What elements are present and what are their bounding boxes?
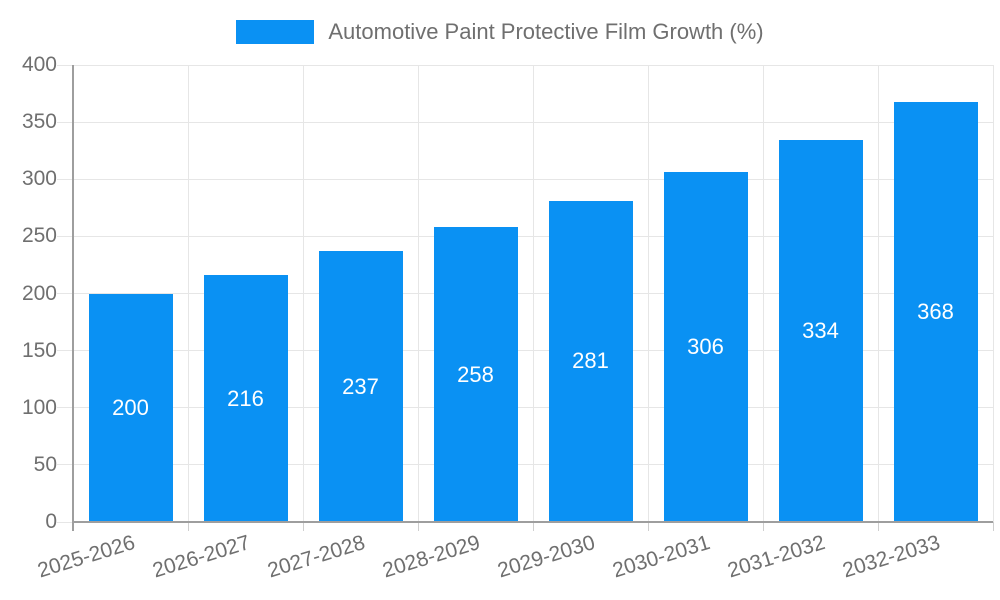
y-tick-label: 50	[33, 452, 57, 476]
bar-value-label: 334	[802, 318, 839, 344]
gridline-vertical	[532, 65, 534, 522]
x-axis-tick	[647, 522, 649, 531]
bar: 258	[433, 227, 518, 522]
bar: 200	[88, 293, 173, 522]
gridline-vertical	[417, 65, 419, 522]
x-axis-tick	[532, 522, 534, 531]
y-tick-label: 200	[21, 281, 57, 305]
bar: 368	[893, 101, 978, 522]
gridline-vertical	[877, 65, 879, 522]
y-axis-tick	[57, 121, 73, 123]
bar: 237	[318, 251, 403, 522]
y-axis-tick	[57, 235, 73, 237]
x-axis-tick	[187, 522, 189, 531]
y-tick-label: 350	[21, 110, 57, 134]
y-axis-tick	[57, 178, 73, 180]
y-axis-line	[72, 65, 74, 531]
y-axis-tick	[57, 521, 73, 523]
y-tick-label: 150	[21, 338, 57, 362]
bar: 281	[548, 200, 633, 522]
y-tick-label: 100	[21, 395, 57, 419]
y-axis-tick	[57, 464, 73, 466]
gridline-vertical	[302, 65, 304, 522]
x-axis-tick	[302, 522, 304, 531]
y-axis-tick	[57, 64, 73, 66]
legend-label: Automotive Paint Protective Film Growth …	[328, 19, 764, 44]
bar-value-label: 237	[342, 373, 379, 399]
gridline-vertical	[762, 65, 764, 522]
x-axis-tick	[417, 522, 419, 531]
bar-value-label: 368	[917, 298, 954, 324]
y-axis-tick	[57, 407, 73, 409]
bar-value-label: 306	[687, 334, 724, 360]
bar-value-label: 200	[112, 394, 149, 420]
legend: Automotive Paint Protective Film Growth …	[0, 17, 1000, 47]
gridline-vertical	[992, 65, 994, 522]
bar: 306	[663, 172, 748, 522]
bar: 216	[203, 275, 288, 522]
legend-swatch	[236, 20, 315, 44]
x-axis-tick	[762, 522, 764, 531]
x-axis-tick	[877, 522, 879, 531]
gridline-vertical	[647, 65, 649, 522]
y-axis-tick	[57, 293, 73, 294]
bar-value-label: 258	[457, 361, 494, 387]
y-tick-label: 400	[21, 53, 57, 76]
y-tick-label: 300	[21, 167, 57, 191]
y-axis-tick	[57, 350, 73, 352]
y-tick-label: 250	[21, 224, 57, 248]
bar-value-label: 281	[572, 348, 609, 374]
x-axis-baseline	[72, 521, 993, 523]
gridline-vertical	[187, 65, 189, 522]
x-axis-tick	[992, 522, 994, 531]
bar-value-label: 216	[227, 385, 264, 411]
bar: 334	[778, 140, 863, 522]
y-tick-label: 0	[45, 510, 57, 533]
